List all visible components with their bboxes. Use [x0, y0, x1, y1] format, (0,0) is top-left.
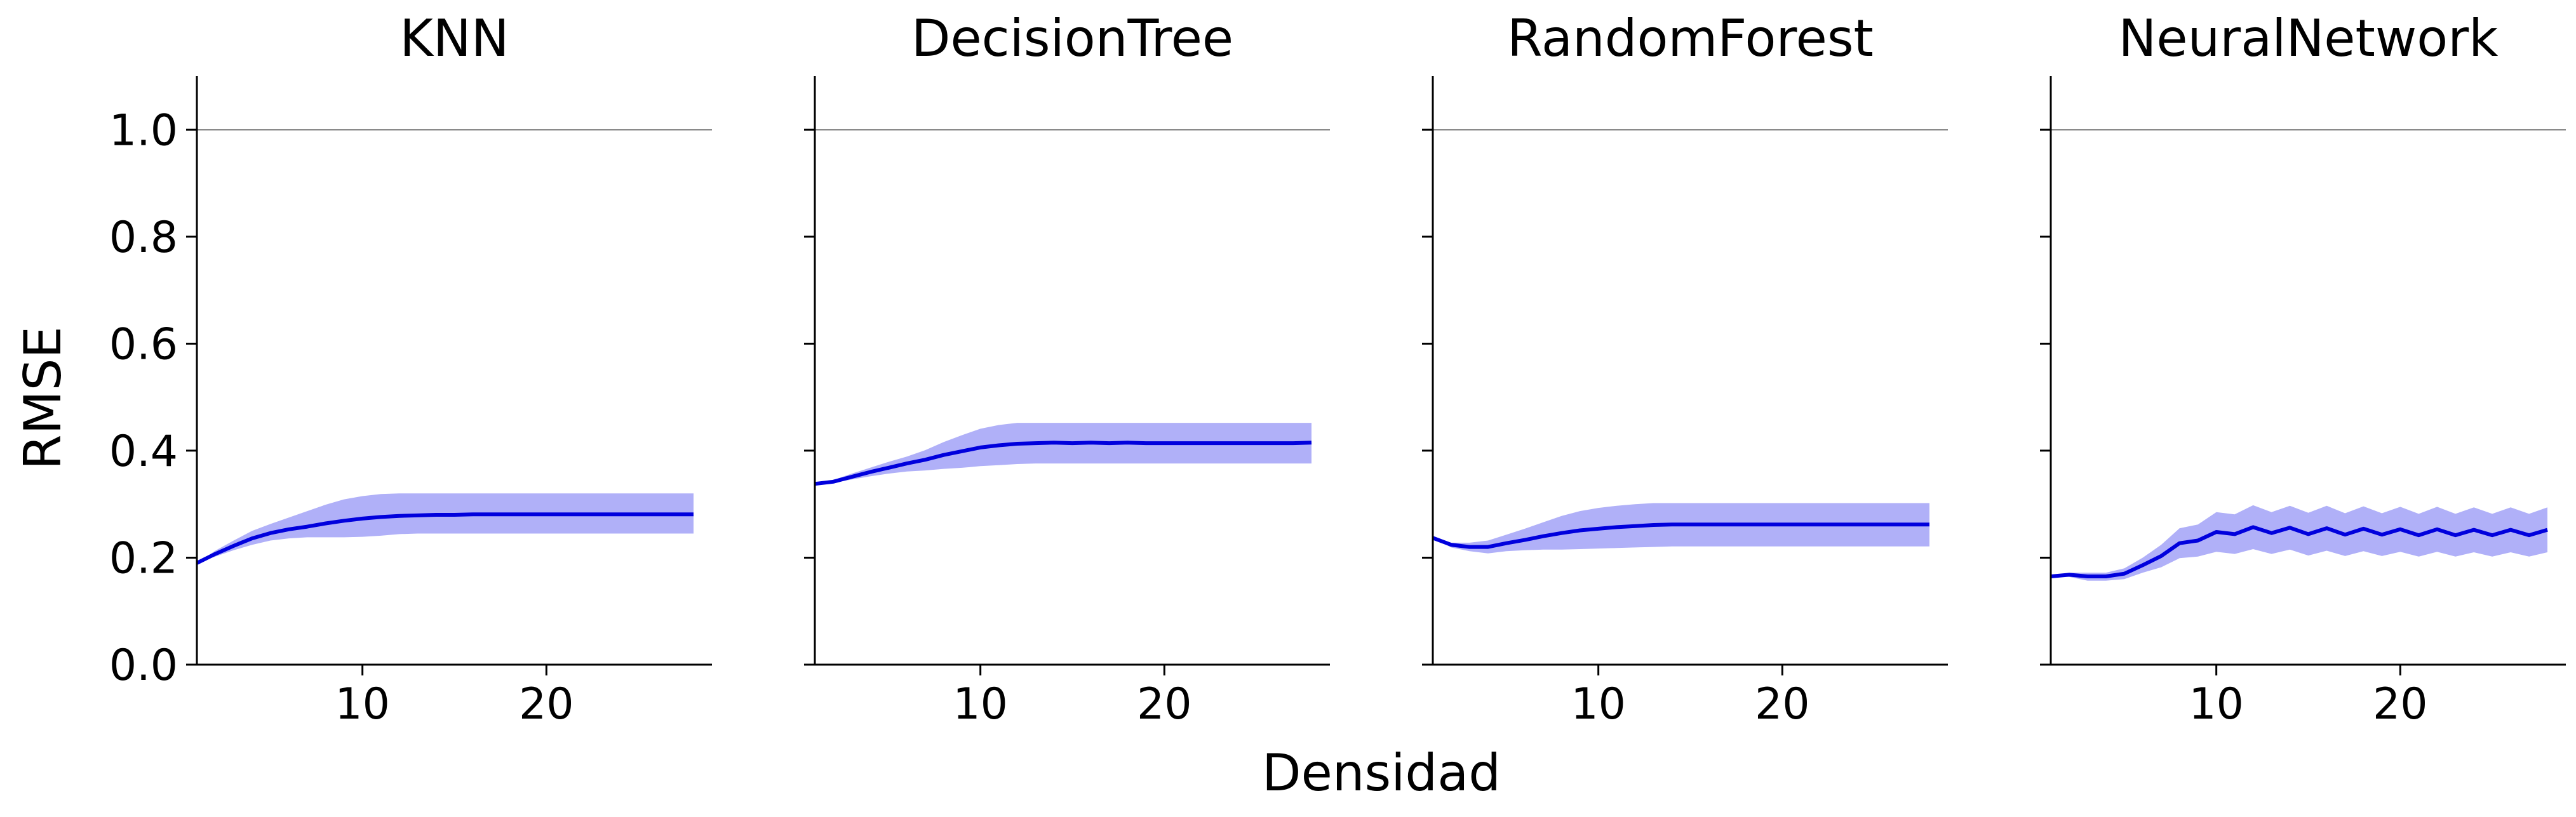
y-tick-label: 0.4 [109, 427, 178, 477]
x-tick-label: 10 [953, 679, 1008, 729]
panel-randomforest: 10 20 RandomForest [1422, 9, 1948, 729]
mean-line [196, 512, 694, 565]
panel-title: NeuralNetwork [2119, 9, 2499, 68]
confidence-band [815, 423, 1311, 484]
confidence-band [2051, 505, 2547, 581]
confidence-band [197, 493, 694, 563]
y-tick-label: 0.0 [109, 641, 178, 691]
panel-title: RandomForest [1507, 9, 1874, 68]
y-tick-label: 0.6 [109, 319, 178, 369]
panel-title: DecisionTree [911, 9, 1233, 68]
x-tick-label: 10 [1571, 679, 1626, 729]
mean-line [2050, 525, 2548, 578]
mean-line [1432, 522, 1929, 549]
panel-neuralnetwork: 10 20 NeuralNetwork [2040, 9, 2566, 729]
x-axis-label: Densidad [1262, 743, 1501, 802]
mean-line [814, 441, 1312, 486]
panels-layer: 0.0 0.2 0.4 0.6 0.8 1.0 10 20 KNN 10 20 DecisionTre… [109, 9, 2566, 729]
x-tick-label: 20 [1137, 679, 1192, 729]
x-tick-label: 20 [1755, 679, 1810, 729]
x-tick-label: 10 [2189, 679, 2244, 729]
x-tick-label: 10 [335, 679, 390, 729]
y-axis-label: RMSE [13, 326, 72, 470]
confidence-band [1433, 503, 1929, 554]
y-tick-label: 1.0 [109, 105, 178, 156]
panel-title: KNN [399, 9, 509, 68]
panel-decisiontree: 10 20 DecisionTree [804, 9, 1330, 729]
x-tick-label: 20 [2373, 679, 2428, 729]
panel-knn: 0.0 0.2 0.4 0.6 0.8 1.0 10 20 KNN [109, 9, 712, 729]
y-tick-label: 0.8 [109, 213, 178, 263]
y-tick-label: 0.2 [109, 533, 178, 583]
x-tick-label: 20 [519, 679, 574, 729]
